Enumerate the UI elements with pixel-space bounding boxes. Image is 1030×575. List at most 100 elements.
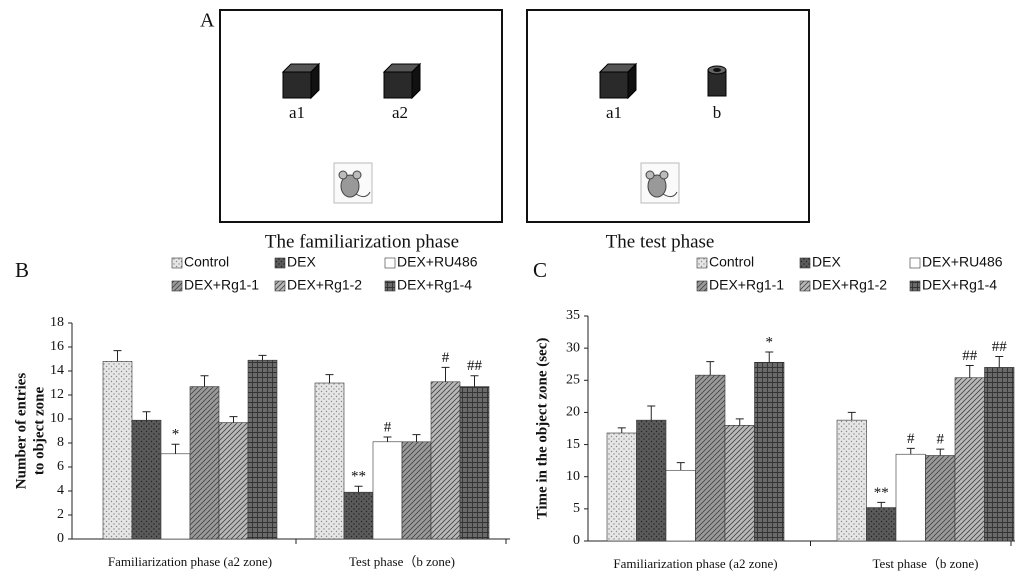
error-bar (877, 501, 886, 508)
significance-label: # (384, 419, 392, 435)
bar (636, 419, 667, 542)
y-tick-label: 14 (50, 363, 64, 378)
bar (724, 424, 755, 542)
object-label: a1 (606, 103, 622, 122)
bar (189, 386, 220, 540)
bar (754, 361, 785, 542)
x-tick-label: Test phase（b zone) (873, 556, 979, 571)
bar (102, 361, 133, 540)
error-bar (995, 356, 1004, 368)
significance-label: ## (992, 339, 1008, 355)
error-bar (965, 365, 974, 378)
bar (895, 453, 926, 542)
y-tick-label: 15 (566, 437, 580, 452)
y-axis-label: Time in the object zone (sec) (534, 338, 550, 520)
bar (314, 382, 345, 540)
y-tick-label: 20 (566, 405, 580, 420)
legend-label: DEX+Rg1-1 (709, 277, 784, 293)
legend-swatch (909, 280, 921, 292)
object-label: a1 (289, 103, 305, 122)
bar (954, 377, 985, 542)
bar (372, 441, 403, 540)
legend-swatch (171, 280, 183, 292)
error-bar (441, 366, 450, 382)
bar (984, 367, 1015, 542)
error-bar (142, 411, 151, 421)
legend-swatch (799, 257, 811, 269)
object-label: a2 (392, 103, 408, 122)
bar (160, 453, 191, 540)
bar (866, 507, 897, 542)
y-tick-label: 35 (566, 308, 580, 323)
y-axis-label: to object zone (31, 387, 47, 476)
significance-label: ## (467, 358, 483, 374)
bar (131, 419, 162, 540)
error-bar (325, 374, 334, 383)
panel-label: A (200, 10, 215, 32)
y-axis-label: Number of entries (13, 373, 29, 490)
bar (606, 432, 637, 542)
legend-swatch (384, 280, 396, 292)
error-bar (383, 436, 392, 442)
legend-swatch (799, 280, 811, 292)
error-bar (847, 411, 856, 421)
legend-label: DEX+RU486 (397, 254, 478, 270)
error-bar (647, 405, 656, 421)
legend-swatch (696, 280, 708, 292)
legend-swatch (171, 257, 183, 269)
error-bar (765, 351, 774, 363)
legend-label: Control (709, 254, 754, 270)
y-tick-label: 0 (57, 531, 64, 546)
error-bar (113, 350, 122, 362)
bar (459, 386, 490, 540)
legend-label: DEX+RU486 (922, 254, 1003, 270)
legend-swatch (696, 257, 708, 269)
error-bar (354, 485, 363, 493)
caption: The familiarization phase (265, 231, 459, 252)
arena (526, 9, 810, 223)
cylinder-object (707, 65, 727, 97)
y-tick-label: 16 (50, 339, 64, 354)
object-label: b (713, 103, 722, 122)
mouse-icon (333, 162, 680, 204)
y-tick-label: 10 (50, 411, 64, 426)
bar (836, 419, 867, 542)
y-tick-label: 2 (57, 507, 64, 522)
legend-label: DEX (287, 254, 316, 270)
bar (665, 469, 696, 542)
legend-swatch (274, 280, 286, 292)
error-bar (258, 354, 267, 361)
bar (218, 422, 249, 540)
bar (343, 491, 374, 540)
legend-label: DEX+Rg1-2 (812, 277, 887, 293)
y-tick-label: 8 (57, 435, 64, 450)
y-tick-label: 18 (50, 315, 64, 330)
significance-label: # (937, 432, 945, 448)
error-bar (470, 375, 479, 387)
y-tick-label: 6 (57, 459, 64, 474)
significance-label: # (907, 431, 915, 447)
bar (695, 374, 726, 542)
bar (430, 381, 461, 540)
significance-label: ## (962, 348, 978, 364)
significance-label: # (442, 350, 450, 366)
error-bar (617, 427, 626, 433)
error-bar (706, 361, 715, 376)
cube-object (281, 62, 638, 100)
legend-label: DEX+Rg1-4 (922, 277, 997, 293)
y-tick-label: 12 (50, 387, 64, 402)
legend-label: Control (184, 254, 229, 270)
y-tick-label: 5 (573, 501, 580, 516)
bar (401, 441, 432, 540)
error-bar (735, 418, 744, 426)
error-bar (412, 434, 421, 442)
error-bar (171, 443, 180, 454)
error-bar (229, 416, 238, 423)
arena (219, 9, 503, 223)
x-tick-label: Familiarization phase (a2 zone) (108, 554, 272, 569)
significance-label: ** (874, 485, 889, 501)
bar (247, 359, 278, 540)
error-bar (200, 375, 209, 387)
panel-label: C (533, 258, 547, 282)
